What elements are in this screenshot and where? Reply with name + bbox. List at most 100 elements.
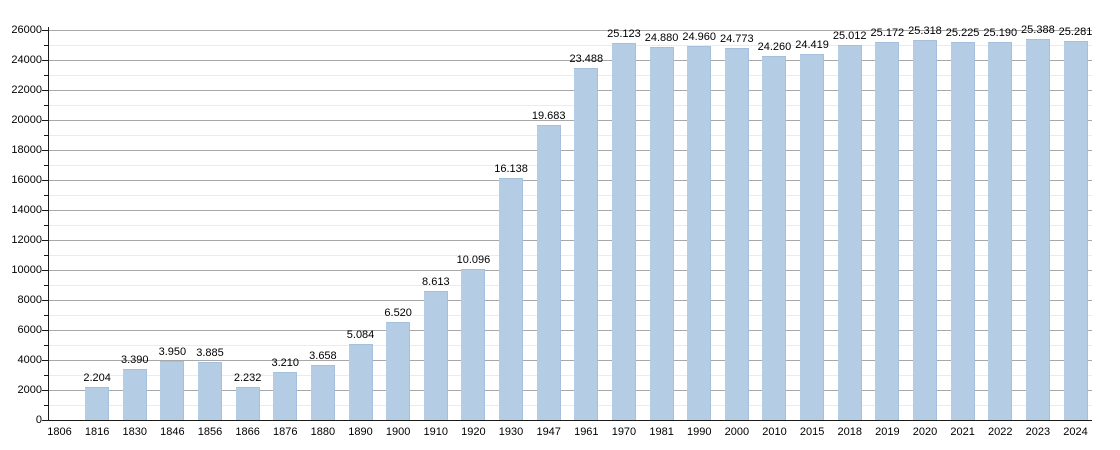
bar-value-label: 3.210 [271,357,300,369]
x-axis-tick-label: 2000 [724,426,750,438]
x-axis-tick-label: 1990 [686,426,712,438]
bar-value-label: 25.172 [870,27,905,39]
bar [311,365,335,420]
minor-gridline [48,345,1092,346]
bar [725,48,749,420]
x-axis-tick-label: 1846 [160,426,185,438]
bar-value-label: 16.138 [494,163,528,175]
x-axis-tick-label: 1816 [84,426,110,438]
y-axis-tick [42,300,48,301]
y-axis-tick [44,255,48,256]
minor-gridline [48,225,1092,226]
bar-value-label: 2.232 [233,372,262,384]
bar-value-label: 3.885 [196,347,224,359]
x-axis-tick-label: 1910 [423,426,449,438]
x-axis-tick-label: 2023 [1025,426,1051,438]
bar [913,40,937,420]
y-axis-tick [44,285,48,286]
bar-value-label: 25.388 [1021,24,1055,36]
x-axis-tick-label: 1920 [461,426,486,438]
y-axis-tick [44,75,48,76]
x-axis-tick-label: 2015 [799,426,825,438]
x-axis-tick-label: 1856 [197,426,223,438]
major-gridline [48,210,1092,211]
minor-gridline [48,45,1092,46]
minor-gridline [48,105,1092,106]
bar-value-label: 3.390 [120,354,149,366]
y-axis-tick-label: 0 [35,414,42,426]
x-axis-tick-label: 1806 [47,426,72,438]
y-axis-tick [42,240,48,241]
y-axis-tick-label: 8000 [17,294,42,306]
y-axis-tick-label: 22000 [11,84,42,96]
y-axis-tick [44,405,48,406]
bar [273,372,297,420]
minor-gridline [48,135,1092,136]
bar [951,42,975,420]
bar [236,387,260,420]
y-axis-tick-label: 18000 [11,144,42,156]
major-gridline [48,150,1092,151]
minor-gridline [48,375,1092,376]
y-axis-tick-label: 6000 [17,324,42,336]
bar-value-label: 10.096 [456,254,491,266]
y-axis-line [48,27,49,421]
x-axis-tick-label: 2019 [875,426,900,438]
bar-value-label: 3.658 [309,350,337,362]
x-axis-line [48,420,1092,421]
bar-value-label: 19.683 [531,110,566,122]
x-axis-tick-label: 1930 [498,426,524,438]
bar-value-label: 24.960 [682,31,717,43]
x-axis-tick-label: 1981 [649,426,674,438]
bar [650,47,674,420]
y-axis-tick [42,150,48,151]
minor-gridline [48,165,1092,166]
y-axis-tick-label: 12000 [11,234,42,246]
bar-value-label: 5.084 [346,329,375,341]
major-gridline [48,390,1092,391]
bar [687,46,711,420]
x-axis-tick-label: 1961 [574,426,599,438]
y-axis-tick [42,420,48,421]
bar [537,125,561,420]
y-axis-tick [42,270,48,271]
y-axis-tick-label: 24000 [11,54,42,66]
y-axis-tick-label: 10000 [11,264,42,276]
bar [349,344,373,420]
y-axis-tick [44,105,48,106]
bar [123,369,147,420]
major-gridline [48,180,1092,181]
x-axis-tick-label: 1866 [235,426,260,438]
bar-value-label: 24.773 [720,33,754,45]
bar-value-label: 2.204 [83,372,111,384]
x-axis-tick-label: 1830 [122,426,147,438]
y-axis-tick [42,30,48,31]
y-axis-tick [42,330,48,331]
y-axis-tick [44,165,48,166]
bar-value-label: 8.613 [422,276,450,288]
x-axis-tick-label: 1947 [536,426,561,438]
bar [800,54,824,420]
major-gridline [48,240,1092,241]
bar [1026,39,1050,420]
bar-value-label: 25.281 [1058,26,1093,38]
bar-value-label: 25.318 [908,25,942,37]
major-gridline [48,300,1092,301]
y-axis-tick-label: 16000 [11,174,42,186]
bar-value-label: 24.260 [757,41,792,53]
x-axis-tick-label: 1876 [273,426,298,438]
minor-gridline [48,75,1092,76]
bar-value-label: 25.225 [945,27,980,39]
y-axis-tick-label: 26000 [11,24,42,36]
y-axis-tick [44,135,48,136]
major-gridline [48,360,1092,361]
major-gridline [48,120,1092,121]
x-axis-tick-label: 1900 [385,426,411,438]
y-axis-tick [42,90,48,91]
bar-value-label: 25.190 [983,27,1018,39]
bar [838,45,862,420]
bar-value-label: 25.012 [832,30,867,42]
y-axis-tick-label: 2000 [17,384,42,396]
y-axis-tick [42,360,48,361]
